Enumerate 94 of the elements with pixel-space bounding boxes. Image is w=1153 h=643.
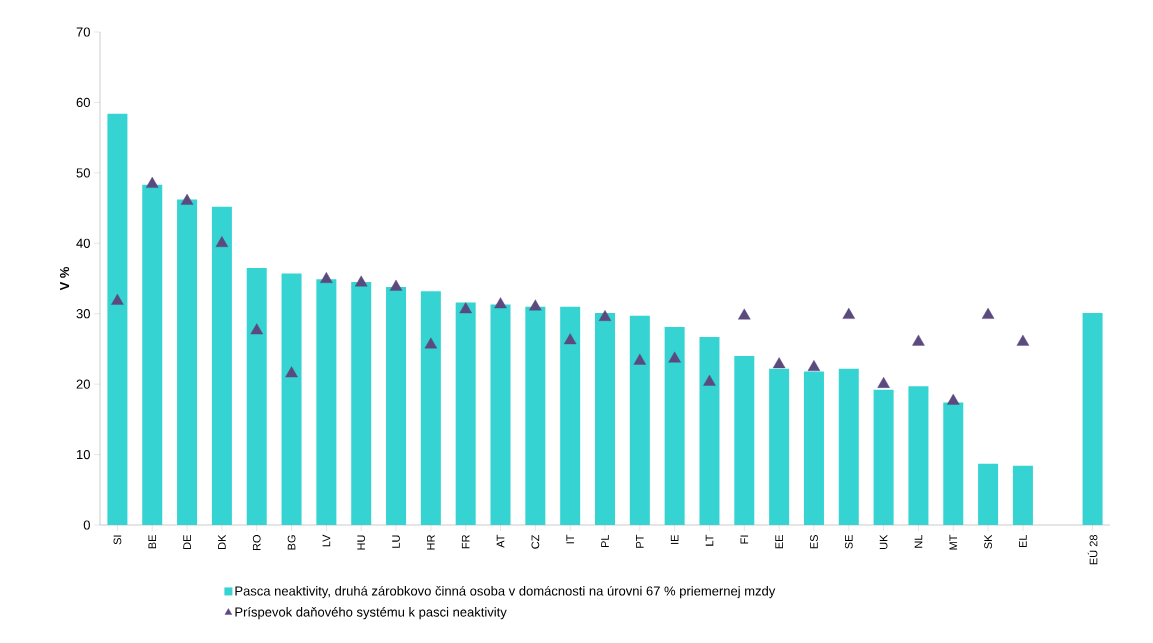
point [215, 236, 229, 247]
x-tick-label: FI [740, 535, 749, 544]
point [494, 297, 507, 309]
bar [490, 304, 511, 525]
bar [594, 313, 615, 525]
y-tick-label: 40 [76, 238, 90, 248]
bar [769, 368, 790, 525]
bar [560, 306, 581, 525]
x-tick-label: BE [148, 535, 157, 549]
x-tick-label: PL [601, 534, 609, 548]
legend-label: Príspevok daňového systému k pasci neaktivity [235, 606, 507, 620]
x-tick-label: HR [427, 535, 435, 550]
x-tick-label: DK [218, 534, 226, 549]
bar [386, 286, 407, 525]
x-tick-label: EÚ 28 [1087, 535, 1098, 565]
x-tick-label: NL [914, 534, 923, 548]
point [1016, 334, 1030, 346]
point [738, 308, 751, 320]
bar [142, 184, 163, 525]
point [354, 275, 368, 287]
point [459, 302, 472, 314]
bar [281, 273, 302, 525]
bar [908, 386, 929, 525]
bar [838, 368, 859, 525]
point [772, 357, 786, 369]
bar [629, 315, 650, 525]
bar [420, 291, 441, 525]
x-tick-label: MT [949, 534, 958, 550]
point [180, 193, 194, 205]
y-tick-label: 0 [83, 520, 90, 530]
x-tick-label: SI [113, 535, 122, 545]
x-tick-label: DE [183, 535, 191, 549]
bar [177, 199, 198, 525]
x-tick-label: ES [810, 535, 818, 549]
x-tick-label: AT [496, 534, 505, 548]
x-tick-label: IE [670, 535, 679, 544]
x-tick-label: EL [1019, 534, 1027, 548]
x-tick-label: LU [392, 535, 400, 548]
point [668, 351, 681, 363]
point [598, 310, 612, 321]
x-tick-label: HU [357, 535, 366, 550]
bar [943, 402, 964, 525]
y-tick-label: 30 [76, 309, 90, 319]
point [424, 337, 438, 349]
bar [107, 113, 128, 525]
point [145, 176, 159, 188]
bar [664, 327, 685, 525]
bar [1082, 313, 1103, 525]
point [320, 272, 333, 283]
x-tick-label: EE [775, 535, 783, 549]
bar [455, 302, 476, 525]
y-tick-label: 10 [77, 449, 90, 460]
x-tick-label: IT [566, 534, 574, 544]
y-tick-label: 20 [76, 379, 90, 389]
x-tick-label: LV [322, 534, 331, 547]
point [842, 307, 856, 319]
point [111, 293, 124, 305]
bar [316, 279, 337, 525]
bar [246, 267, 267, 525]
x-tick-label: CZ [531, 534, 540, 549]
point [633, 353, 647, 365]
bar [734, 355, 755, 525]
point [912, 334, 925, 346]
x-tick-label: UK [879, 534, 888, 549]
point [563, 333, 577, 345]
point [529, 299, 542, 311]
point [947, 393, 960, 405]
point [250, 323, 263, 335]
point [703, 374, 716, 386]
y-tick-label: 50 [76, 168, 90, 178]
x-tick-label: LT [705, 534, 714, 546]
y-tick-label: 70 [76, 27, 90, 37]
point [389, 279, 403, 291]
bar [978, 463, 999, 525]
x-tick-label: RO [252, 535, 261, 551]
point [877, 376, 890, 388]
bar [351, 282, 372, 525]
bar [525, 306, 546, 525]
y-tick-label: 60 [76, 97, 90, 108]
y-axis-title: V % [59, 266, 70, 291]
point [981, 307, 995, 319]
bar [803, 371, 824, 525]
point [285, 366, 298, 378]
legend-label: Pasca neaktivity, druhá zárobkovo činná osoba v domácnosti na úrovni 67 % priemernej mzdy [235, 585, 776, 599]
x-tick-label: FR [461, 535, 470, 549]
x-tick-label: SK [984, 534, 992, 549]
bar [211, 206, 232, 525]
bar [699, 336, 720, 525]
point [807, 360, 821, 371]
x-tick-label: BG [287, 535, 296, 550]
bar [873, 389, 894, 525]
x-tick-label: SE [844, 535, 853, 549]
x-tick-label: PT [636, 534, 644, 548]
bar [1012, 465, 1033, 525]
